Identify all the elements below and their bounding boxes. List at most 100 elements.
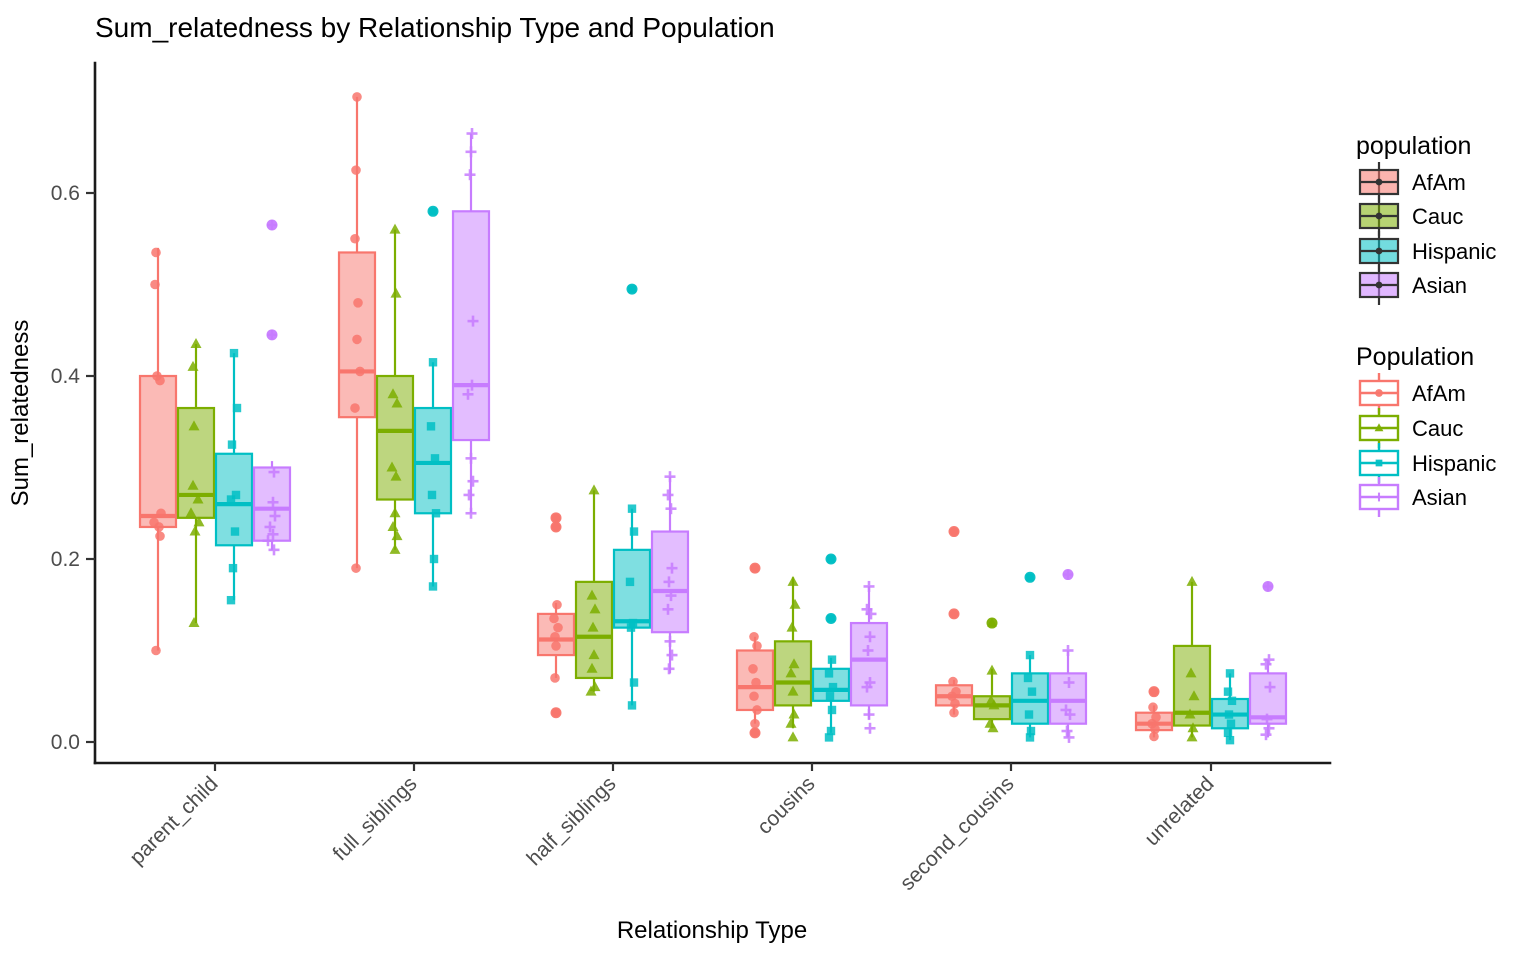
key-point bbox=[1375, 281, 1383, 289]
fill-legend-label-hispanic: Hispanic bbox=[1412, 239, 1496, 264]
point-Asian-full_siblings-8 bbox=[463, 489, 475, 501]
point-AfAm-cousins-0 bbox=[749, 631, 759, 642]
point-Asian-half_siblings-0 bbox=[664, 471, 676, 483]
fill-legend-key-AfAm bbox=[1358, 162, 1400, 202]
fill-legend-key-Asian bbox=[1358, 265, 1400, 305]
point-Asian-second_cousins-5 bbox=[1063, 731, 1075, 743]
point-Cauc-parent_child-6 bbox=[193, 516, 205, 527]
point-AfAm-second_cousins-2 bbox=[947, 691, 957, 702]
fill-legend-label-afam: AfAm bbox=[1412, 170, 1466, 195]
point-AfAm-unrelated-3 bbox=[1150, 724, 1160, 734]
fill-legend-label-cauc: Cauc bbox=[1412, 204, 1463, 229]
point-Asian-unrelated-1 bbox=[1260, 658, 1272, 670]
point-Asian-full_siblings-1 bbox=[465, 146, 477, 158]
point-Cauc-cousins-4 bbox=[785, 667, 797, 678]
point-Cauc-half_siblings-5 bbox=[586, 662, 598, 673]
point-Hispanic-cousins-4 bbox=[827, 705, 837, 715]
point-Hispanic-cousins-5 bbox=[826, 726, 836, 736]
point-Hispanic-second_cousins-4 bbox=[1026, 726, 1036, 736]
box-Asian-cousins bbox=[849, 580, 889, 734]
point-Cauc-second_cousins-0 bbox=[986, 664, 998, 675]
point-Asian-unrelated-4 bbox=[1263, 722, 1275, 734]
point-Asian-parent_child-6 bbox=[268, 544, 280, 556]
point-Cauc-unrelated-0 bbox=[1186, 575, 1198, 586]
point-Cauc-full_siblings-6 bbox=[389, 507, 401, 518]
point-Asian-full_siblings-3 bbox=[467, 315, 479, 327]
point-AfAm-parent_child-7 bbox=[155, 531, 165, 541]
point-Asian-half_siblings-7 bbox=[664, 635, 676, 647]
point-AfAm-parent_child-1 bbox=[150, 279, 160, 290]
point-Hispanic-parent_child-4 bbox=[226, 495, 236, 504]
point-Hispanic-half_siblings-1 bbox=[629, 527, 639, 536]
point-Hispanic-full_siblings-6 bbox=[428, 582, 438, 591]
point-Asian-parent_child-1 bbox=[267, 496, 279, 508]
outlier-marker bbox=[267, 329, 277, 340]
point-Hispanic-half_siblings-4 bbox=[626, 623, 636, 632]
point-AfAm-second_cousins-4 bbox=[949, 707, 959, 718]
color-legend-title: Population bbox=[1356, 343, 1474, 371]
point-AfAm-parent_child-3 bbox=[155, 375, 165, 386]
point-Cauc-cousins-1 bbox=[789, 598, 801, 609]
outlier-marker bbox=[827, 555, 835, 563]
iqr-box bbox=[612, 548, 652, 629]
point-Hispanic-parent_child-1 bbox=[232, 403, 242, 413]
outlier-marker bbox=[1063, 569, 1073, 580]
point-Hispanic-half_siblings-0 bbox=[627, 504, 637, 513]
point-Asian-parent_child-5 bbox=[262, 535, 274, 547]
box-AfAm-full_siblings bbox=[337, 92, 377, 573]
point-Hispanic-full_siblings-4 bbox=[431, 509, 441, 518]
point-Hispanic-cousins-0 bbox=[827, 655, 837, 664]
color-legend-key-Cauc bbox=[1358, 408, 1400, 448]
point-AfAm-cousins-5 bbox=[752, 705, 762, 715]
y-tick-label-3: 0.6 bbox=[51, 182, 80, 205]
point-Asian-unrelated-3 bbox=[1261, 713, 1273, 725]
point-AfAm-full_siblings-5 bbox=[355, 366, 365, 377]
point-Asian-half_siblings-6 bbox=[662, 603, 674, 615]
outlier-marker bbox=[551, 522, 561, 532]
color-legend-label-afam: AfAm bbox=[1412, 381, 1466, 406]
point-Hispanic-half_siblings-5 bbox=[629, 678, 639, 687]
fill-legend-key-Hispanic bbox=[1358, 231, 1400, 271]
outlier-marker bbox=[1263, 581, 1273, 592]
point-Cauc-unrelated-2 bbox=[1188, 690, 1200, 701]
point-Asian-full_siblings-9 bbox=[465, 507, 477, 519]
point-Hispanic-second_cousins-3 bbox=[1024, 710, 1034, 719]
point-Cauc-full_siblings-4 bbox=[386, 461, 398, 472]
point-AfAm-full_siblings-1 bbox=[351, 165, 361, 175]
point-Cauc-second_cousins-2 bbox=[988, 699, 1000, 710]
box-Asian-second_cousins bbox=[1048, 569, 1088, 743]
box-Hispanic-unrelated bbox=[1210, 669, 1250, 745]
point-Asian-second_cousins-4 bbox=[1061, 725, 1073, 737]
point-AfAm-half_siblings-4 bbox=[551, 641, 561, 651]
point-Cauc-full_siblings-0 bbox=[389, 223, 401, 234]
point-AfAm-full_siblings-2 bbox=[350, 233, 360, 244]
box-Asian-parent_child bbox=[252, 219, 292, 556]
point-Cauc-unrelated-1 bbox=[1185, 667, 1197, 678]
point-AfAm-full_siblings-7 bbox=[351, 563, 361, 573]
point-Asian-half_siblings-4 bbox=[663, 576, 675, 588]
y-tick-label-2: 0.4 bbox=[51, 365, 81, 388]
point-Asian-full_siblings-0 bbox=[466, 128, 478, 140]
point-Hispanic-full_siblings-5 bbox=[429, 554, 439, 564]
point-Hispanic-unrelated-6 bbox=[1225, 735, 1235, 745]
point-Cauc-half_siblings-3 bbox=[587, 621, 599, 632]
plot-area bbox=[138, 92, 1288, 745]
point-Cauc-full_siblings-7 bbox=[387, 520, 399, 531]
point-Asian-parent_child-3 bbox=[264, 521, 276, 533]
point-Asian-cousins-0 bbox=[863, 580, 875, 592]
box-Cauc-half_siblings bbox=[574, 484, 614, 696]
y-axis-title: Sum_relatedness bbox=[7, 320, 34, 507]
point-Hispanic-unrelated-5 bbox=[1223, 728, 1233, 738]
point-Asian-full_siblings-5 bbox=[462, 388, 474, 400]
point-Asian-full_siblings-4 bbox=[466, 379, 478, 391]
point-AfAm-cousins-3 bbox=[751, 677, 761, 688]
color-legend-key-Asian bbox=[1358, 477, 1400, 517]
point-Hispanic-parent_child-5 bbox=[230, 527, 240, 536]
point-Asian-cousins-8 bbox=[864, 722, 876, 734]
x-axis-title: Relationship Type bbox=[617, 917, 807, 944]
axis-tick-marks bbox=[86, 191, 1213, 771]
box-Asian-unrelated bbox=[1248, 580, 1288, 741]
point-AfAm-full_siblings-3 bbox=[353, 298, 363, 308]
color-legend-label-asian: Asian bbox=[1412, 485, 1467, 510]
